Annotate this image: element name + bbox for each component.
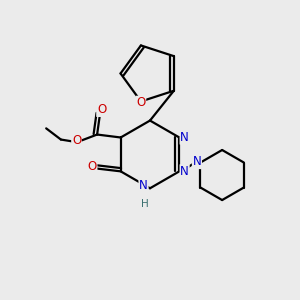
Text: N: N <box>180 165 189 178</box>
Text: N: N <box>193 155 201 168</box>
Text: N: N <box>139 179 148 192</box>
Text: H: H <box>141 200 148 209</box>
Text: O: O <box>72 134 81 147</box>
Text: N: N <box>180 131 189 144</box>
Text: O: O <box>136 96 146 110</box>
Text: O: O <box>88 160 97 173</box>
Text: O: O <box>97 103 106 116</box>
